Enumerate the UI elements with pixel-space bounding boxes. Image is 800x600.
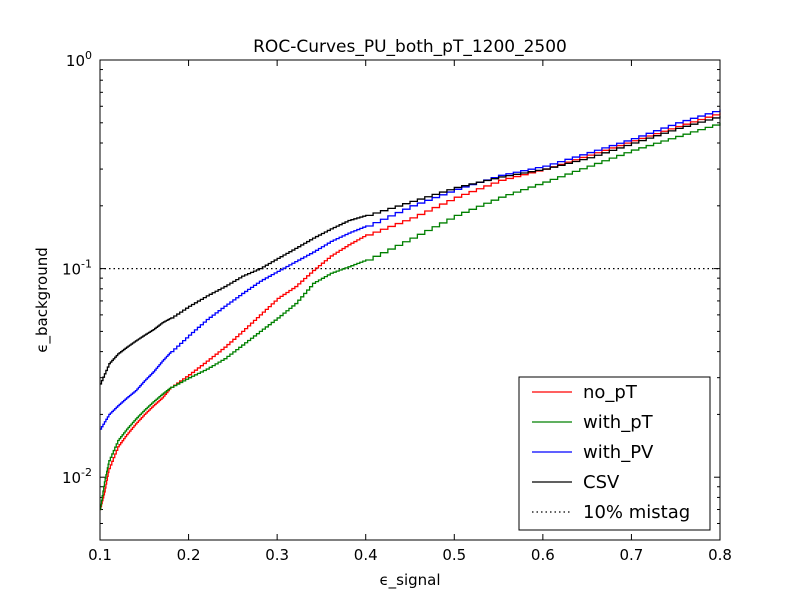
x-tick-label: 0.8 — [708, 546, 732, 564]
plot-frame — [99, 59, 721, 541]
chart-title: ROC-Curves_PU_both_pT_1200_2500 — [253, 37, 567, 57]
legend-label: with_PV — [583, 442, 654, 463]
roc-curve-with-pv — [100, 109, 721, 430]
y-tick-label: 100 — [66, 49, 92, 70]
x-tick-label: 0.2 — [177, 546, 201, 564]
x-axis-label: ϵ_signal — [379, 571, 440, 590]
legend-label: with_pT — [583, 412, 654, 433]
roc-curve-csv — [100, 115, 721, 385]
legend-box — [518, 376, 711, 531]
legend-label: CSV — [583, 472, 620, 493]
y-tick-label: 10-1 — [62, 258, 92, 279]
legend-label: 10% mistag — [583, 502, 690, 523]
x-tick-label: 0.3 — [265, 546, 289, 564]
roc-curves — [100, 109, 721, 511]
x-tick-label: 0.4 — [354, 546, 378, 564]
x-tick-label: 0.6 — [531, 546, 555, 564]
y-axis-label: ϵ_background — [33, 247, 52, 352]
y-tick-label: 10-2 — [62, 466, 92, 487]
x-tick-label: 0.1 — [88, 546, 112, 564]
x-tick-label: 0.7 — [619, 546, 643, 564]
legend-label: no_pT — [583, 382, 638, 403]
x-tick-label: 0.5 — [442, 546, 466, 564]
legend: no_pT with_pT with_PV CSV 10% mistag — [518, 376, 711, 531]
roc-curve-with-pt — [100, 122, 721, 511]
roc-curve-no-pt — [100, 112, 721, 511]
